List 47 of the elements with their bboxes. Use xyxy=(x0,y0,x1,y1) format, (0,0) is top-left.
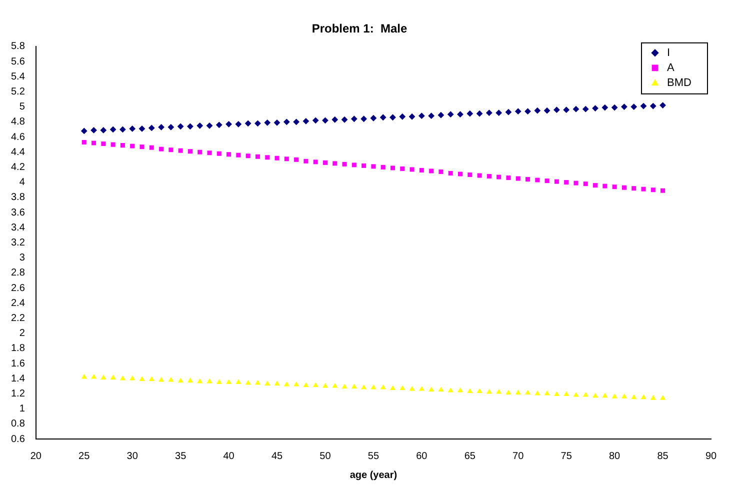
y-tick-label: 3.2 xyxy=(10,237,26,248)
y-tick-label: 3 xyxy=(19,252,26,264)
y-tick-label: 2.6 xyxy=(10,282,26,294)
x-axis-title: age (year) xyxy=(350,470,398,481)
y-tick-label: 4.4 xyxy=(10,146,26,158)
y-tick-label: 2.4 xyxy=(10,298,26,309)
x-tick-label: 60 xyxy=(416,450,428,462)
x-tick-label: 20 xyxy=(30,450,42,462)
y-tick-label: 2.8 xyxy=(10,268,26,279)
y-tick-label: 3.4 xyxy=(10,222,26,234)
y-tick-label: 1.6 xyxy=(10,358,26,370)
x-tick-label: 30 xyxy=(126,450,138,462)
y-tick-label: 0.6 xyxy=(10,434,26,445)
y-tick-label: 3.6 xyxy=(10,207,26,218)
y-tick-label: 0.8 xyxy=(10,418,26,430)
x-tick-label: 50 xyxy=(320,450,332,462)
y-tick-label: 5.2 xyxy=(10,86,26,98)
x-tick-label: 35 xyxy=(175,450,187,462)
y-tick-label: 1 xyxy=(19,404,26,415)
legend-label: I xyxy=(667,46,670,59)
legend-label: A xyxy=(667,62,675,74)
y-tick-label: 5.4 xyxy=(10,71,26,82)
y-tick-label: 2 xyxy=(19,328,26,340)
x-tick-label: 55 xyxy=(368,450,380,462)
y-tick-label: 4.6 xyxy=(10,132,26,143)
y-tick-label: 4 xyxy=(19,177,26,188)
x-tick-label: 75 xyxy=(560,450,572,462)
legend-label: BMD xyxy=(667,76,692,89)
x-tick-label: 90 xyxy=(705,450,717,462)
y-tick-label: 1.4 xyxy=(10,373,26,384)
x-tick-label: 70 xyxy=(512,450,524,462)
x-tick-label: 80 xyxy=(608,450,621,462)
y-tick-label: 1.8 xyxy=(10,343,26,354)
y-tick-label: 3.8 xyxy=(10,192,26,204)
x-tick-label: 45 xyxy=(271,450,284,462)
x-tick-label: 85 xyxy=(657,450,669,462)
y-tick-label: 5 xyxy=(19,102,26,113)
y-tick-label: 4.8 xyxy=(10,116,26,128)
y-tick-label: 2.2 xyxy=(10,312,26,324)
chart-title: Problem 1: Male xyxy=(312,22,408,36)
y-tick-label: 1.2 xyxy=(10,388,26,400)
y-tick-label: 5.6 xyxy=(10,56,26,68)
x-tick-label: 65 xyxy=(464,450,476,462)
y-tick-label: 4.2 xyxy=(10,162,26,173)
y-tick-label: 5.8 xyxy=(10,41,26,52)
x-tick-label: 40 xyxy=(223,450,235,462)
x-tick-label: 25 xyxy=(78,450,90,462)
